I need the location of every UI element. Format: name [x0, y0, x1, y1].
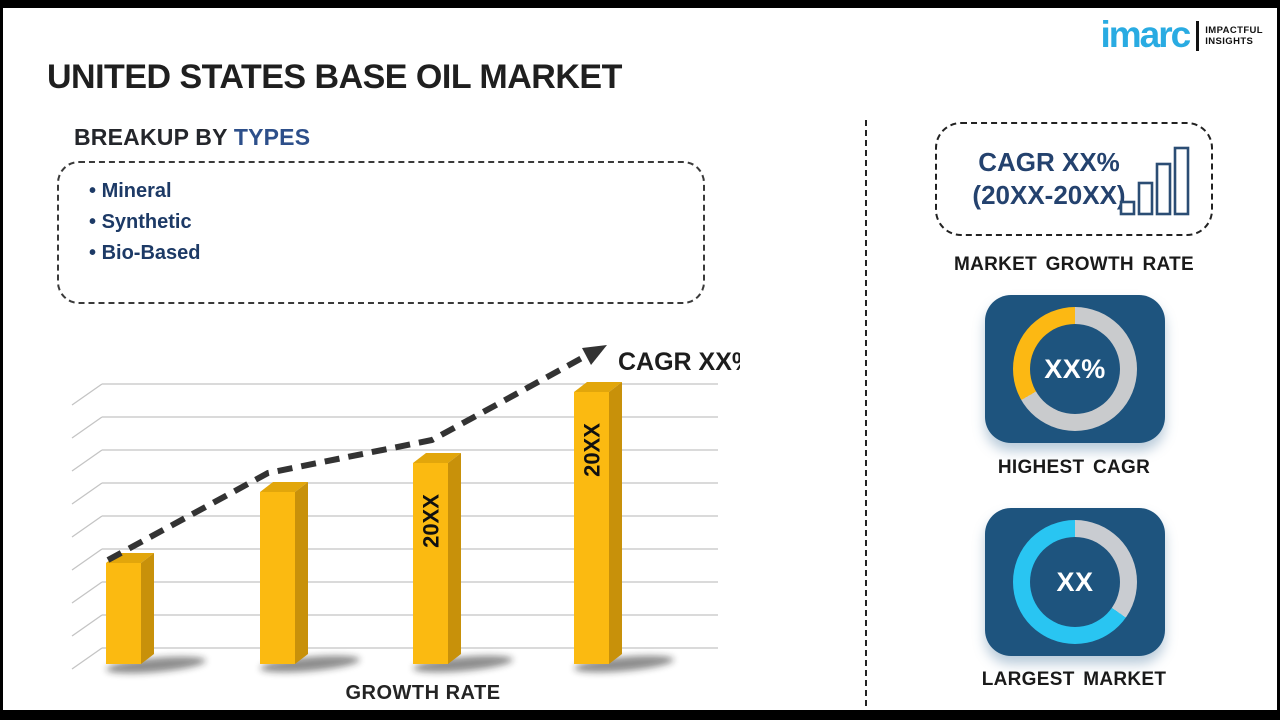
highest-cagr-donut-chart: XX% [1013, 307, 1137, 431]
bar-period-4: 20XX [574, 382, 622, 664]
bar-4-label: 20XX [580, 423, 605, 477]
bar-period-2 [260, 482, 308, 664]
chart-xlabel: GROWTH RATE [345, 682, 500, 704]
bar-chart-icon [1119, 146, 1190, 216]
highest-cagr-value: XX% [1044, 353, 1106, 384]
market-growth-rate-label: MARKET GROWTH RATE [953, 254, 1195, 275]
bar-period-3: 20XX [413, 453, 461, 664]
trend-arrow [106, 345, 607, 563]
breakup-types-box: Mineral Synthetic Bio-Based [57, 161, 705, 304]
highest-cagr-label: HIGHEST CAGR [997, 457, 1151, 478]
highest-cagr-card: XX% [985, 295, 1165, 443]
cagr-summary-text: CAGR XX% (20XX-20XX) [959, 146, 1139, 212]
cagr-line1: CAGR XX% [978, 147, 1120, 177]
logo-tagline: IMPACTFUL INSIGHTS [1205, 25, 1263, 47]
largest-market-card: XX [985, 508, 1165, 656]
largest-market-donut-chart: XX [1013, 520, 1137, 644]
logo-tagline-line2: INSIGHTS [1205, 36, 1254, 47]
cagr-summary-box: CAGR XX% (20XX-20XX) [935, 122, 1213, 236]
breakup-heading: BREAKUP BY TYPES [74, 124, 310, 151]
breakup-item-mineral: Mineral [89, 176, 703, 207]
breakup-types-list: Mineral Synthetic Bio-Based [59, 176, 703, 269]
slide-canvas: imarc IMPACTFUL INSIGHTS UNITED STATES B… [3, 8, 1277, 710]
trend-label: CAGR XX% [618, 348, 740, 376]
page-title: UNITED STATES BASE OIL MARKET [47, 58, 622, 96]
largest-market-label: LARGEST MARKET [981, 669, 1167, 690]
bar-shadows [106, 655, 674, 674]
section-divider [865, 120, 867, 706]
imarc-brand-text: imarc [1100, 14, 1191, 55]
breakup-heading-prefix: BREAKUP BY [74, 124, 234, 150]
bar-period-1 [106, 553, 154, 664]
largest-market-value: XX [1056, 566, 1094, 597]
bar-3-label: 20XX [419, 494, 444, 548]
logo-tagline-line1: IMPACTFUL [1205, 25, 1263, 36]
imarc-logo: imarc IMPACTFUL INSIGHTS [1100, 14, 1263, 55]
breakup-item-bio-based: Bio-Based [89, 238, 703, 269]
breakup-item-synthetic: Synthetic [89, 207, 703, 238]
cagr-line2: (20XX-20XX) [972, 180, 1126, 210]
breakup-heading-highlight: TYPES [233, 124, 311, 150]
logo-divider-bar [1196, 21, 1200, 51]
growth-rate-chart: 20XX 20XX CAGR XX% GROWTH RATE [71, 345, 740, 704]
